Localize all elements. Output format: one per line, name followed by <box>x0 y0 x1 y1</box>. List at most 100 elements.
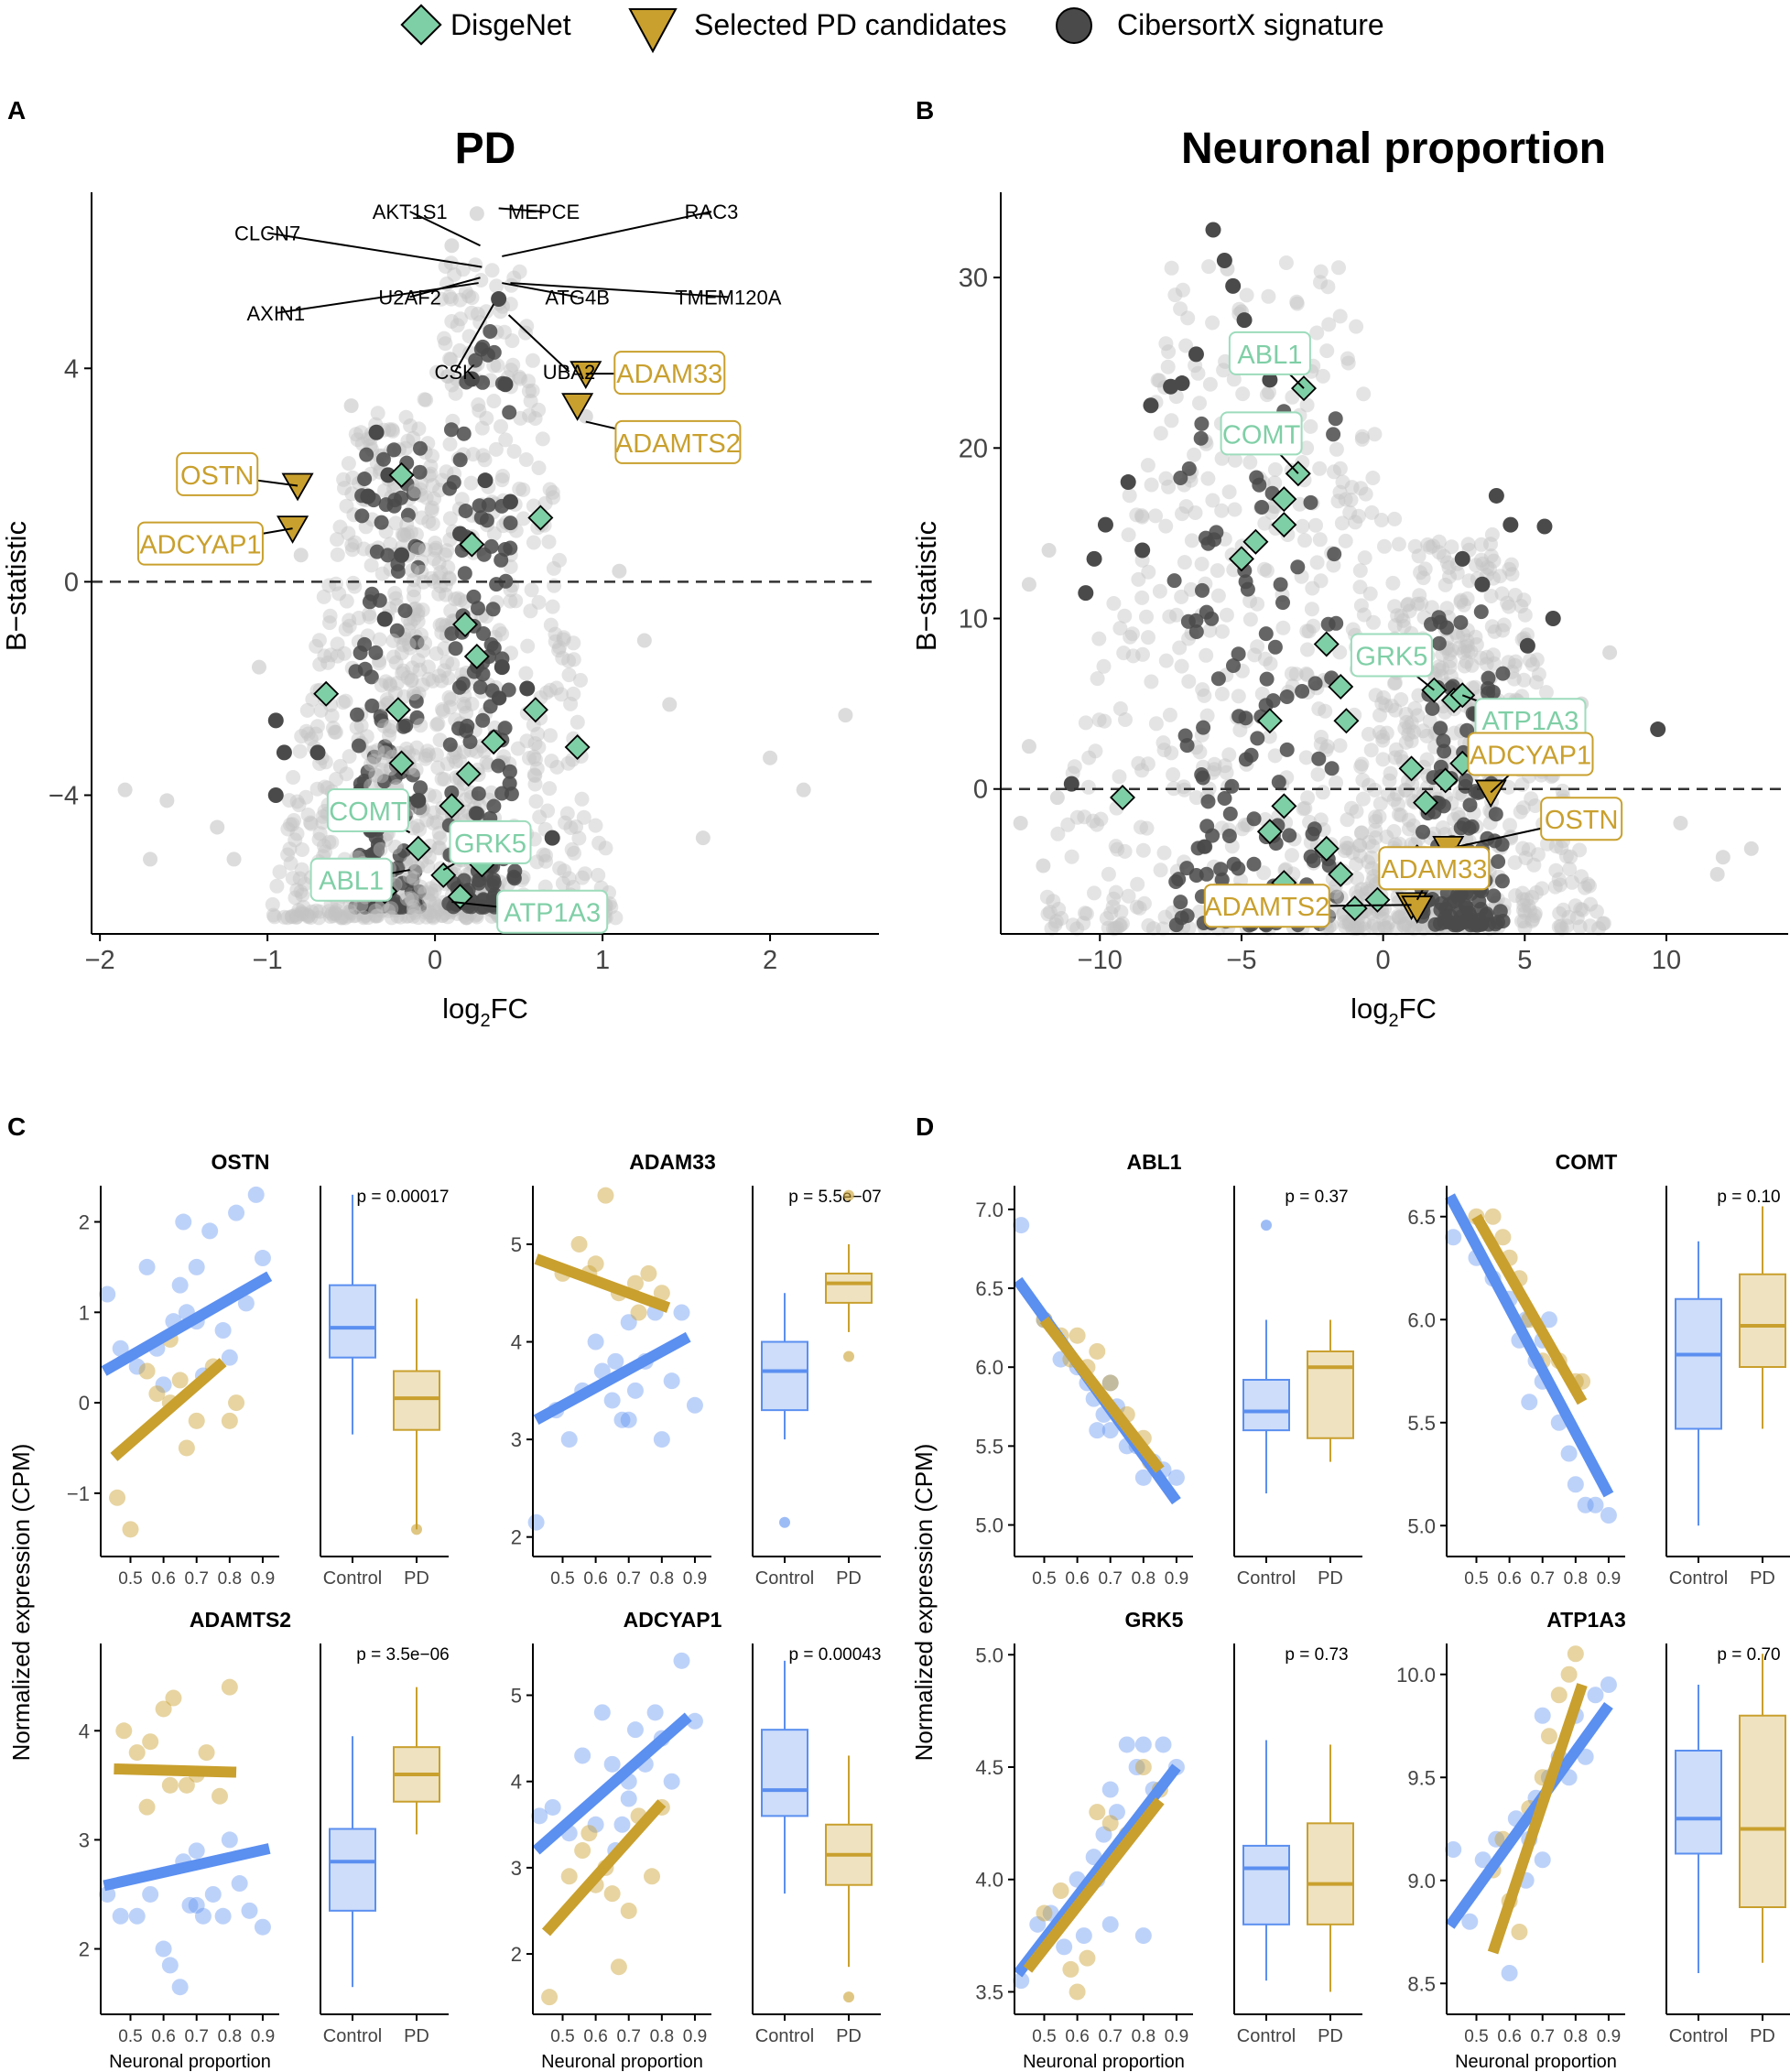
pd-point <box>1567 1645 1584 1663</box>
x-tick-label: 0.7 <box>617 1569 641 1589</box>
gray-point <box>1199 647 1214 663</box>
gray-point <box>1475 556 1491 571</box>
gray-point <box>561 667 577 683</box>
pd-point <box>1079 1949 1096 1967</box>
gray-point <box>450 318 465 333</box>
gray-point <box>281 793 297 808</box>
pd-point <box>1069 1983 1086 2001</box>
gray-point <box>1709 866 1725 882</box>
signature-point <box>1481 680 1496 696</box>
gray-point <box>1263 656 1278 671</box>
gray-point <box>1529 884 1544 900</box>
x-tick-label: 2 <box>763 946 777 975</box>
gray-point <box>311 910 327 926</box>
gene-label: UBA2 <box>543 361 595 384</box>
gray-point <box>1192 396 1207 411</box>
gray-point <box>442 511 458 526</box>
gray-point <box>328 905 343 920</box>
gray-point <box>1305 580 1320 596</box>
gray-point <box>1442 659 1458 675</box>
gray-point <box>420 659 436 675</box>
pd-fit-line <box>1471 1213 1588 1405</box>
gray-point <box>1435 660 1450 676</box>
disgenet-point <box>481 729 507 755</box>
gray-point <box>1469 637 1484 652</box>
gray-point <box>1413 565 1428 580</box>
gray-point <box>1180 310 1196 326</box>
signature-point <box>1431 610 1447 625</box>
signature-point <box>1519 637 1535 654</box>
gray-point <box>406 903 421 918</box>
gray-point <box>1552 906 1568 921</box>
y-tick-label: 5.0 <box>975 1514 1003 1537</box>
gray-point <box>402 869 418 884</box>
gray-point <box>519 319 535 334</box>
box-x-tick-label: Control <box>1669 2026 1728 2046</box>
gray-point <box>418 635 433 651</box>
x-tick-label: 0.6 <box>1497 1569 1521 1589</box>
gray-point <box>344 537 360 553</box>
gray-point <box>303 816 319 831</box>
gray-point <box>1312 461 1328 476</box>
gray-point <box>429 540 444 556</box>
gray-point <box>1368 809 1383 825</box>
gray-point <box>1329 441 1344 457</box>
gray-point <box>1079 906 1094 921</box>
box-body <box>393 1370 440 1431</box>
gene-label-leader <box>507 314 570 373</box>
control-point <box>1600 1676 1617 1693</box>
gray-point <box>493 304 508 320</box>
gray-point <box>1377 920 1393 936</box>
gray-point <box>1365 919 1381 935</box>
gray-point <box>523 603 538 619</box>
gray-point <box>1401 596 1416 612</box>
gray-point <box>1394 692 1409 707</box>
signature-point <box>1306 853 1321 869</box>
panel-letter-c: C <box>7 1112 26 1141</box>
gray-point <box>1456 597 1471 613</box>
gray-point <box>1192 744 1208 760</box>
gray-point <box>1306 618 1321 634</box>
gray-point <box>1382 773 1397 788</box>
gray-point <box>1021 739 1036 754</box>
signature-point <box>457 566 472 581</box>
control-point <box>1101 1915 1119 1933</box>
gray-point <box>1352 848 1368 863</box>
gray-point <box>1226 372 1242 387</box>
gray-point <box>293 884 309 899</box>
gray-point <box>1422 713 1437 729</box>
gene-label-leader <box>498 207 545 213</box>
gray-point <box>1508 588 1523 602</box>
gray-point <box>1187 447 1202 462</box>
gray-point <box>438 259 453 274</box>
background-cloud <box>1039 255 1611 937</box>
gray-point <box>1426 538 1441 554</box>
box-body <box>1675 1297 1722 1430</box>
gray-point <box>454 492 470 507</box>
signature-point <box>1461 820 1477 836</box>
gray-point <box>455 262 471 277</box>
gray-point <box>1319 739 1335 754</box>
gray-point <box>1242 454 1258 470</box>
signature-point <box>1231 709 1247 724</box>
pd-point <box>560 1868 578 1885</box>
gray-point <box>1480 649 1495 665</box>
gray-point <box>441 689 457 705</box>
gray-point <box>453 311 468 327</box>
control-point <box>161 1957 179 1974</box>
gray-point <box>432 840 447 855</box>
pd-point <box>644 1868 660 1885</box>
gray-point <box>1354 756 1370 772</box>
x-axis-label: Neuronal proportion <box>541 2052 703 2072</box>
legend-signature-key <box>1056 7 1092 44</box>
gray-point <box>322 615 337 631</box>
pd-point <box>188 1412 205 1429</box>
gray-point <box>546 560 561 576</box>
gray-point <box>1473 552 1489 568</box>
control-point <box>593 1704 611 1721</box>
control-point <box>663 1372 680 1390</box>
gray-point <box>442 700 458 715</box>
signature-point <box>1491 854 1506 869</box>
gray-point <box>1582 918 1598 934</box>
